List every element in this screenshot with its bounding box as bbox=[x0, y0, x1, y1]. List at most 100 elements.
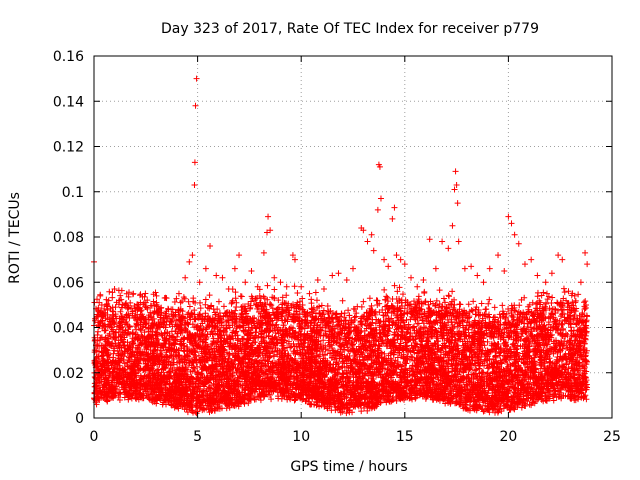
data-point bbox=[106, 330, 113, 337]
data-point bbox=[455, 238, 462, 245]
data-point bbox=[546, 305, 553, 312]
data-point bbox=[508, 220, 515, 227]
data-point bbox=[289, 252, 296, 259]
data-point bbox=[454, 200, 461, 207]
data-point bbox=[370, 247, 377, 254]
data-point bbox=[565, 288, 572, 295]
data-point bbox=[528, 256, 535, 263]
data-point bbox=[482, 313, 489, 320]
data-point bbox=[320, 286, 327, 293]
data-point bbox=[360, 227, 367, 234]
data-point bbox=[271, 274, 278, 281]
data-point bbox=[422, 325, 429, 332]
data-point bbox=[267, 227, 274, 234]
data-point bbox=[505, 306, 512, 313]
data-point bbox=[320, 307, 327, 314]
data-point bbox=[196, 279, 203, 286]
data-point bbox=[515, 240, 522, 247]
data-point bbox=[173, 295, 180, 302]
data-point bbox=[559, 320, 566, 327]
data-point bbox=[433, 297, 440, 304]
data-point bbox=[368, 231, 375, 238]
data-point bbox=[482, 353, 489, 360]
data-point bbox=[389, 215, 396, 222]
data-point bbox=[126, 322, 133, 329]
data-point bbox=[353, 310, 360, 317]
data-point bbox=[232, 295, 239, 302]
data-point bbox=[550, 397, 557, 404]
data-point bbox=[350, 265, 356, 272]
data-point bbox=[271, 286, 278, 293]
data-point bbox=[186, 258, 193, 265]
data-point bbox=[381, 256, 388, 263]
data-point bbox=[468, 263, 475, 270]
data-point bbox=[396, 284, 403, 291]
data-point bbox=[557, 313, 564, 320]
data-points bbox=[91, 75, 591, 417]
data-point bbox=[248, 267, 255, 274]
data-point bbox=[364, 238, 371, 245]
data-point bbox=[449, 288, 456, 295]
data-point bbox=[426, 236, 433, 243]
data-point bbox=[461, 265, 468, 272]
data-point bbox=[417, 325, 424, 332]
data-point bbox=[401, 261, 408, 268]
data-point bbox=[94, 332, 101, 339]
data-point bbox=[397, 256, 404, 263]
data-point bbox=[229, 286, 236, 293]
data-point bbox=[526, 301, 533, 308]
data-point bbox=[582, 249, 589, 256]
data-point bbox=[511, 231, 518, 238]
data-point bbox=[206, 292, 213, 299]
data-point bbox=[548, 270, 555, 277]
data-point bbox=[139, 333, 146, 340]
data-point bbox=[144, 297, 151, 304]
data-point bbox=[192, 102, 199, 109]
data-point bbox=[428, 324, 435, 331]
data-point bbox=[177, 299, 184, 306]
data-point bbox=[486, 265, 493, 272]
data-point bbox=[284, 344, 291, 351]
data-point bbox=[545, 393, 552, 400]
data-point bbox=[542, 279, 549, 286]
data-point bbox=[161, 364, 168, 371]
data-point bbox=[283, 283, 290, 290]
data-point bbox=[377, 195, 384, 202]
data-point bbox=[97, 291, 104, 298]
data-point bbox=[149, 399, 156, 406]
data-point bbox=[202, 265, 209, 272]
data-point bbox=[368, 302, 375, 309]
data-point bbox=[453, 181, 460, 188]
data-point bbox=[343, 276, 350, 283]
data-point bbox=[385, 366, 392, 373]
data-point bbox=[385, 352, 392, 359]
data-point bbox=[584, 261, 591, 268]
data-point bbox=[521, 261, 528, 268]
data-point bbox=[191, 181, 198, 188]
data-point bbox=[534, 272, 541, 279]
data-point bbox=[414, 283, 421, 290]
data-point bbox=[112, 340, 119, 347]
data-point bbox=[432, 265, 439, 272]
data-point bbox=[291, 283, 298, 290]
data-point bbox=[207, 243, 214, 250]
data-point bbox=[298, 283, 305, 290]
data-point bbox=[260, 249, 267, 256]
data-point bbox=[260, 336, 267, 343]
data-point bbox=[583, 328, 590, 335]
data-point bbox=[189, 252, 196, 259]
data-point bbox=[317, 332, 324, 339]
data-point bbox=[265, 213, 272, 220]
data-point bbox=[330, 319, 337, 326]
data-point bbox=[540, 289, 547, 296]
data-point bbox=[448, 334, 455, 341]
data-point bbox=[153, 400, 160, 407]
data-point bbox=[452, 168, 459, 175]
data-point bbox=[520, 359, 527, 366]
data-point bbox=[480, 279, 487, 286]
data-point bbox=[141, 329, 148, 336]
data-point bbox=[385, 263, 392, 270]
data-point bbox=[105, 321, 112, 328]
data-point bbox=[571, 397, 578, 404]
data-point bbox=[374, 206, 381, 213]
